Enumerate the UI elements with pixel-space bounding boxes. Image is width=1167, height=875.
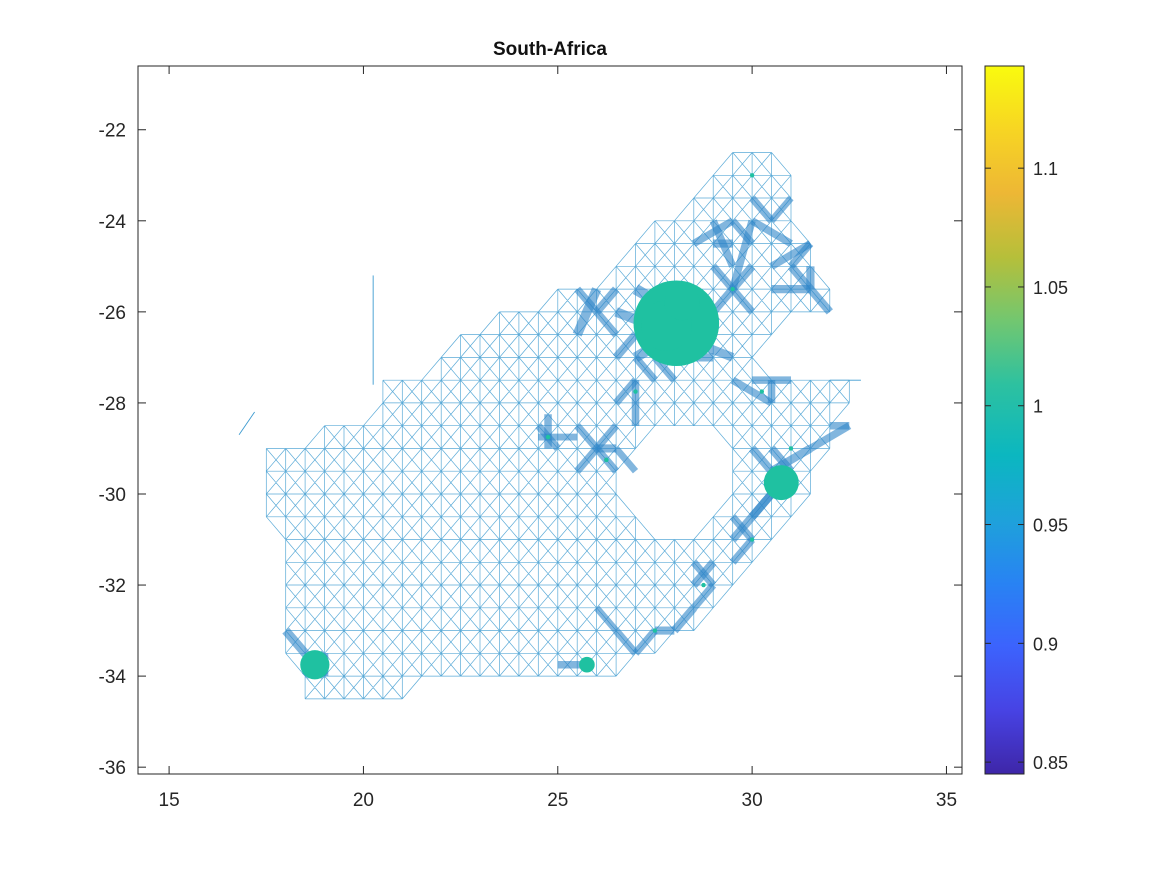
colorbar: 1.1 1.05 1 0.95 0.9 0.85 <box>985 66 1068 774</box>
colorbar-tick-label: 0.85 <box>1033 753 1068 773</box>
node-marker <box>604 458 609 463</box>
node-marker <box>764 465 799 500</box>
node-marker <box>633 389 637 393</box>
x-tick-label: 20 <box>353 790 374 811</box>
node-marker <box>730 287 734 291</box>
y-tick-label: -24 <box>99 212 127 233</box>
node-marker <box>750 173 754 177</box>
colorbar-tick-label: 1.1 <box>1033 159 1058 179</box>
node-marker <box>665 285 700 320</box>
y-tick-label: -26 <box>99 303 126 324</box>
node-marker <box>789 446 793 450</box>
colorbar-tick-label: 0.95 <box>1033 516 1068 536</box>
node-marker <box>546 435 551 440</box>
plot-area: 15 20 25 30 35 -22 -24 -26 -28 -30 -32 -34 -36 <box>99 66 962 811</box>
node-marker <box>300 650 329 679</box>
x-tick-label: 25 <box>547 790 568 811</box>
y-tick-label: -34 <box>99 667 127 688</box>
y-tick-label: -36 <box>99 758 126 779</box>
node-marker <box>653 628 657 632</box>
chart-title: South-Africa <box>493 39 607 60</box>
x-tick-label: 35 <box>936 790 957 811</box>
colorbar-tick-label: 1 <box>1033 397 1043 417</box>
x-tick-label: 15 <box>159 790 180 811</box>
node-marker <box>701 583 705 587</box>
node-marker <box>760 389 764 393</box>
y-tick-label: -22 <box>99 121 126 142</box>
x-tick-label: 30 <box>742 790 763 811</box>
colorbar-gradient <box>985 66 1024 774</box>
node-marker <box>750 537 754 541</box>
y-tick-label: -30 <box>99 485 126 506</box>
node-marker <box>579 657 595 673</box>
colorbar-tick-label: 0.9 <box>1033 634 1058 654</box>
y-tick-label: -32 <box>99 576 126 597</box>
colorbar-tick-label: 1.05 <box>1033 278 1068 298</box>
y-tick-label: -28 <box>99 394 126 415</box>
